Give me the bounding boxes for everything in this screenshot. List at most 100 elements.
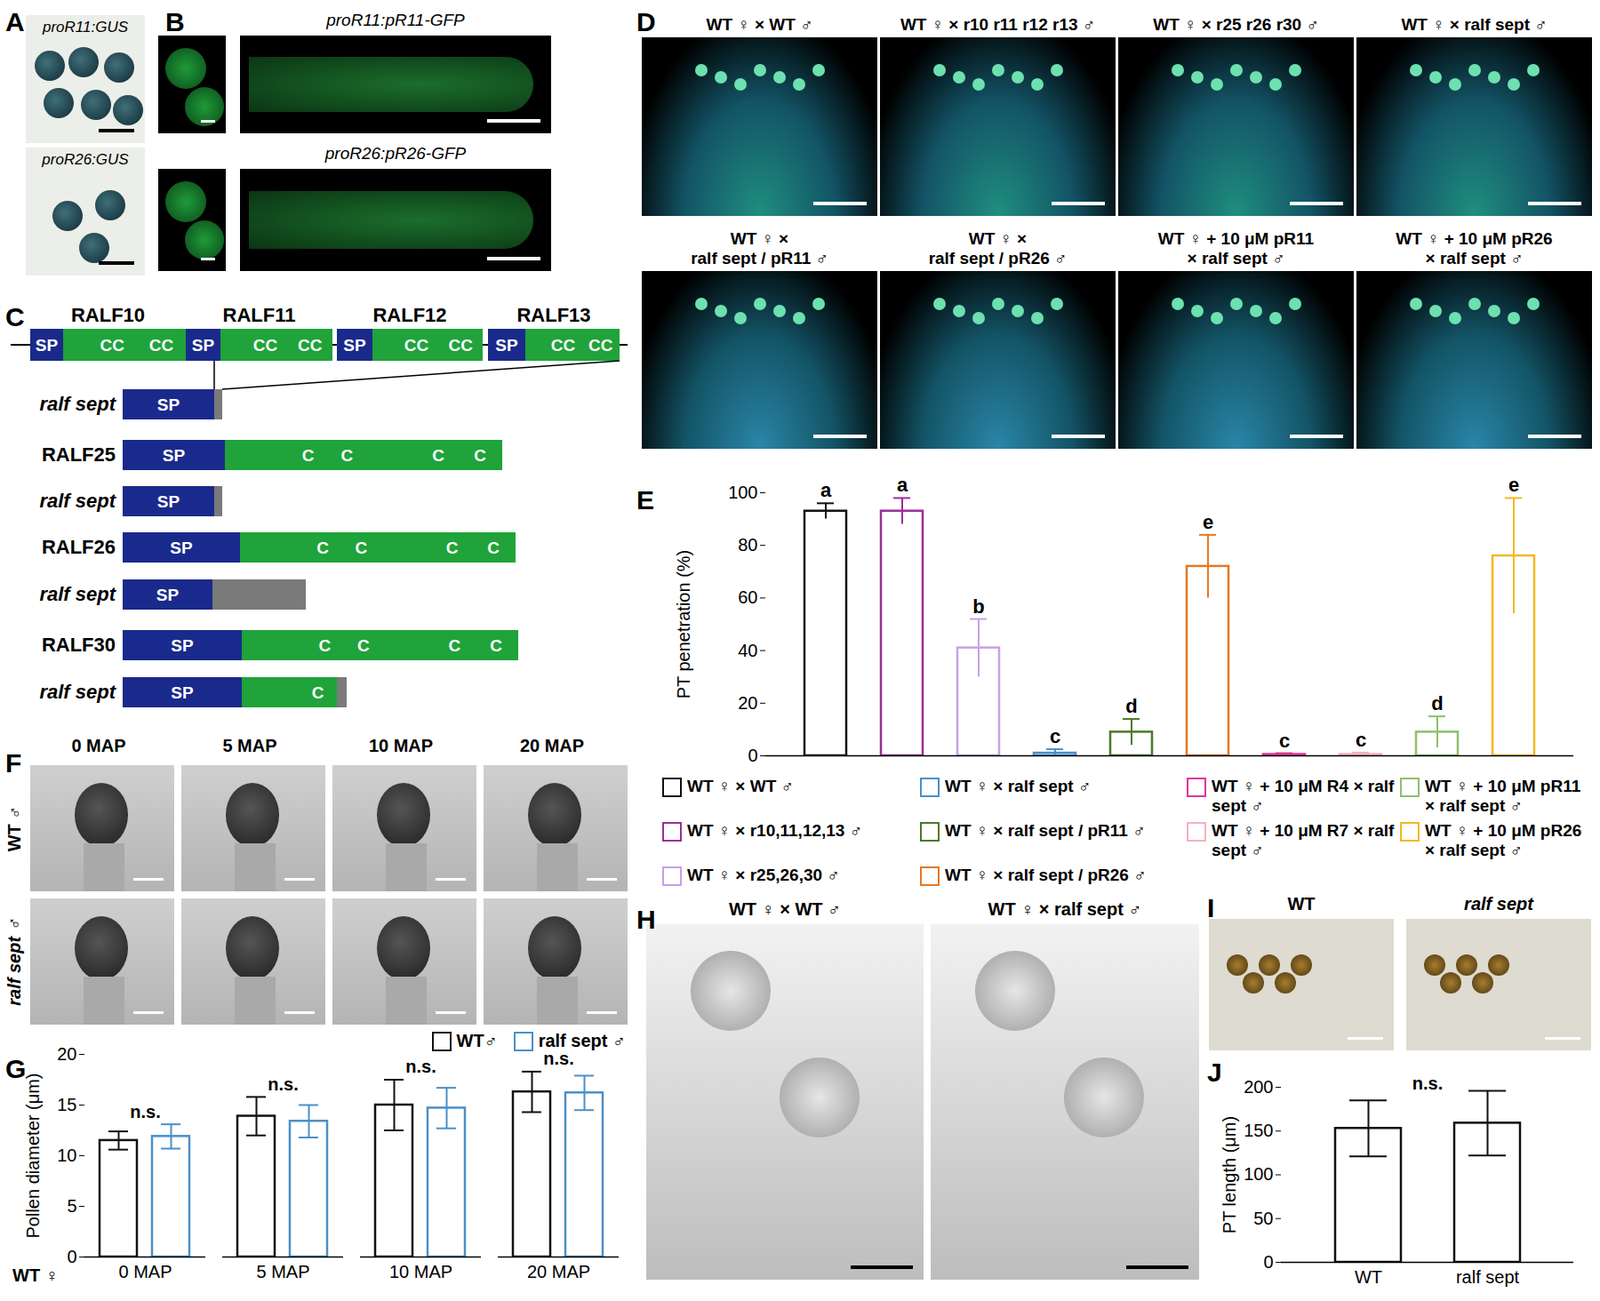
svg-text:d: d [1125,695,1137,718]
svg-text:C: C [318,636,331,656]
svg-text:RALF11: RALF11 [223,304,296,327]
svg-text:C: C [357,636,370,656]
svg-text:SP: SP [162,446,186,465]
html-text:H: H [636,904,656,935]
svg-text:RALF26: RALF26 [41,536,116,559]
svg-text:CC: CC [404,336,430,355]
svg-text:RALF12: RALF12 [372,304,447,327]
svg-text:SP: SP [157,492,181,512]
svg-text:n.s.: n.s. [267,1074,298,1095]
svg-text:c: c [1049,725,1061,748]
html-text:ralf sept / pR11 ♂: ralf sept / pR11 ♂ [690,248,829,268]
svg-text:150: 150 [1243,1120,1273,1141]
svg-text:c: c [1279,729,1290,752]
svg-text:C: C [489,636,503,656]
svg-text:RALF25: RALF25 [41,443,116,466]
svg-text:C: C [312,683,325,703]
svg-text:C: C [487,538,500,558]
html-text:× ralf sept ♂: × ralf sept ♂ [1187,248,1285,268]
svg-text:CC: CC [99,336,125,355]
svg-text:5 MAP: 5 MAP [256,1262,310,1282]
html-text:WT ♀ + 10 μM R7 × ralf sept ♂: WT ♀ + 10 μM R7 × ralf sept ♂ [1211,821,1395,860]
html-text:B: B [165,7,185,37]
svg-text:Pollen diameter (μm): Pollen diameter (μm) [23,1072,43,1239]
svg-text:40: 40 [737,640,758,661]
svg-text:C: C [302,446,315,465]
svg-text:RALF13: RALF13 [516,304,591,327]
html-text:WT ♀: WT ♀ [12,1265,59,1286]
svg-text:100: 100 [1243,1164,1273,1184]
svg-text:SP: SP [170,636,194,656]
svg-text:CC: CC [551,336,576,355]
svg-text:C: C [316,538,329,558]
svg-text:RALF10: RALF10 [71,304,145,327]
html-text:A: A [5,7,25,37]
svg-text:SP: SP [192,336,216,355]
svg-text:d: d [1431,692,1443,715]
html-text:C: C [5,302,25,332]
svg-text:RALF30: RALF30 [41,633,116,656]
svg-text:CC: CC [448,336,473,355]
svg-text:CC: CC [588,336,614,355]
svg-text:20 MAP: 20 MAP [527,1262,591,1282]
svg-text:ralf sept: ralf sept [39,489,117,512]
svg-text:PT length (μm): PT length (μm) [1219,1116,1240,1234]
svg-text:CC: CC [253,336,279,355]
svg-text:SP: SP [495,336,519,355]
svg-text:c: c [1355,728,1367,752]
svg-text:SP: SP [35,336,59,355]
svg-text:n.s.: n.s. [129,1102,160,1122]
svg-text:n.s.: n.s. [1412,1073,1443,1094]
svg-text:ralf sept: ralf sept [39,583,117,606]
svg-text:C: C [340,446,353,465]
svg-text:WT: WT [1354,1267,1383,1288]
svg-text:C: C [448,636,462,656]
svg-text:a: a [820,479,832,502]
svg-text:C: C [355,538,368,558]
svg-text:CC: CC [149,336,175,355]
svg-text:20: 20 [737,693,758,713]
svg-text:CC: CC [297,336,323,355]
svg-text:C: C [473,446,487,465]
svg-text:0: 0 [66,1247,77,1267]
svg-text:ralf sept: ralf sept [39,392,117,416]
svg-text:0 MAP: 0 MAP [118,1262,172,1282]
svg-text:ralf sept: ralf sept [39,680,117,704]
svg-text:b: b [972,595,984,618]
html-text:WT ♀ × WT ♂: WT ♀ × WT ♂ [728,899,841,920]
svg-text:15: 15 [56,1095,77,1115]
svg-text:SP: SP [169,538,193,558]
svg-text:n.s.: n.s. [405,1056,436,1077]
svg-text:20: 20 [56,1044,77,1064]
svg-text:PT penetration (%): PT penetration (%) [673,550,694,700]
svg-text:0: 0 [1263,1252,1273,1272]
svg-text:0: 0 [747,745,758,766]
html-text:WT ♀ × ralf sept ♂: WT ♀ × ralf sept ♂ [988,899,1142,920]
svg-text:200: 200 [1243,1077,1273,1097]
html-text:D: D [636,7,656,37]
svg-text:e: e [1508,473,1520,496]
svg-text:SP: SP [156,585,180,605]
html-text:WT ♀ + 10 μM pR26 × ralf sept: WT ♀ + 10 μM pR26 × ralf sept ♂ [1424,821,1582,860]
html-text:G: G [5,1054,27,1084]
svg-text:60: 60 [737,587,758,608]
svg-text:50: 50 [1253,1208,1273,1229]
svg-text:100: 100 [728,482,758,503]
html-text:ralf sept / pR26 ♂: ralf sept / pR26 ♂ [928,248,1068,268]
svg-text:C: C [446,538,459,558]
svg-text:5: 5 [66,1196,77,1216]
html-text:WT ♀ + 10 μM pR11 × ralf sept: WT ♀ + 10 μM pR11 × ralf sept ♂ [1424,776,1581,816]
svg-text:n.s.: n.s. [543,1048,574,1069]
svg-text:SP: SP [170,683,194,703]
svg-text:ralf sept: ralf sept [1456,1267,1520,1288]
svg-text:10: 10 [56,1145,77,1166]
svg-text:80: 80 [737,535,758,555]
svg-text:10 MAP: 10 MAP [389,1262,453,1282]
svg-text:e: e [1202,511,1214,534]
svg-text:SP: SP [343,336,367,355]
html-text:WT ♀ + 10 μM R4 × ralf sept ♂: WT ♀ + 10 μM R4 × ralf sept ♂ [1211,776,1395,816]
svg-text:SP: SP [157,395,181,415]
svg-text:C: C [432,446,445,465]
html-text:proR11:pR11-GFP: proR11:pR11-GFP [326,10,465,30]
svg-text:a: a [896,473,909,496]
